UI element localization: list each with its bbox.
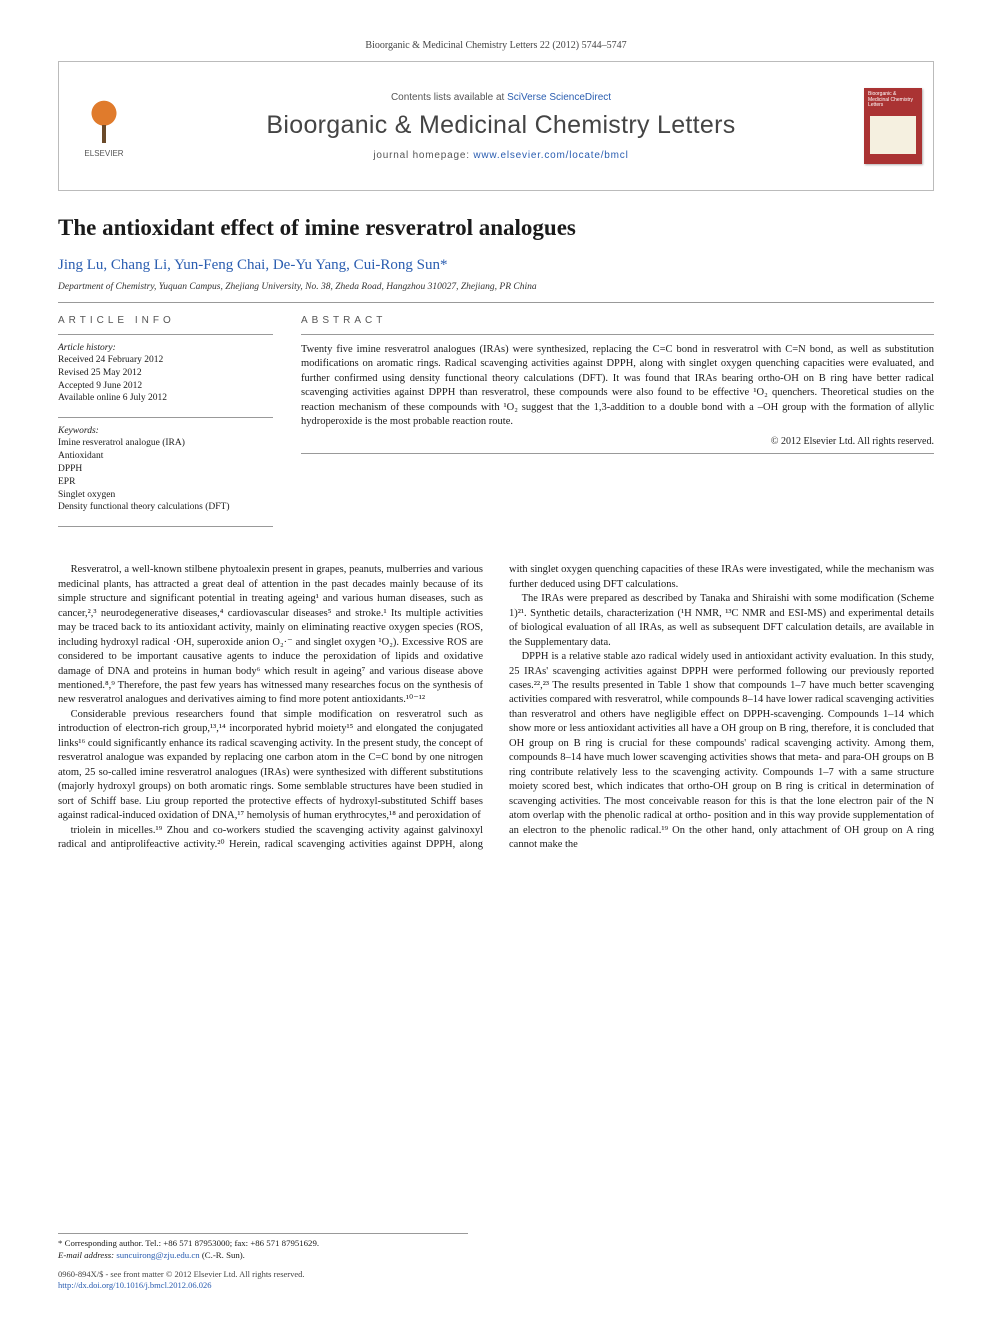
abstract-copyright: © 2012 Elsevier Ltd. All rights reserved… — [301, 436, 934, 447]
keyword: DPPH — [58, 463, 273, 476]
elsevier-logo[interactable]: ELSEVIER — [81, 95, 127, 158]
keyword: Imine resveratrol analogue (IRA) — [58, 437, 273, 450]
article-history-block: Article history: Received 24 February 20… — [58, 343, 273, 405]
corresponding-email-link[interactable]: suncuirong@zju.edu.cn — [116, 1250, 199, 1260]
abstract-column: abstract Twenty five imine resveratrol a… — [301, 315, 934, 535]
citation-link[interactable]: Bioorganic & Medicinal Chemistry Letters… — [365, 40, 626, 51]
history-accepted: Accepted 9 June 2012 — [58, 380, 273, 393]
body-paragraph: The IRAs were prepared as described by T… — [509, 592, 934, 650]
divider — [301, 453, 934, 454]
body-paragraph: DPPH is a relative stable azo radical wi… — [509, 650, 934, 853]
issn-line: 0960-894X/$ - see front matter © 2012 El… — [58, 1269, 305, 1280]
cover-caption: Bioorganic & Medicinal Chemistry Letters — [868, 92, 918, 109]
page-footer: 0960-894X/$ - see front matter © 2012 El… — [58, 1269, 305, 1291]
contents-available-line: Contents lists available at SciVerse Sci… — [391, 92, 611, 103]
history-label: Article history: — [58, 343, 273, 353]
keyword: Singlet oxygen — [58, 489, 273, 502]
author-link[interactable]: Jing Lu, Chang Li, Yun-Feng Chai, De-Yu … — [58, 257, 440, 273]
divider — [58, 526, 273, 527]
keyword: EPR — [58, 476, 273, 489]
sciencedirect-link[interactable]: SciVerse ScienceDirect — [507, 92, 611, 103]
divider — [58, 334, 273, 335]
journal-cover-thumbnail[interactable]: Bioorganic & Medicinal Chemistry Letters — [864, 88, 922, 164]
author-list: Jing Lu, Chang Li, Yun-Feng Chai, De-Yu … — [58, 257, 934, 274]
elsevier-tree-icon — [81, 95, 127, 147]
email-label: E-mail address: — [58, 1250, 114, 1260]
keyword: Density functional theory calculations (… — [58, 501, 273, 514]
info-abstract-row: article info Article history: Received 2… — [58, 315, 934, 535]
keywords-label: Keywords: — [58, 426, 273, 436]
abstract-heading: abstract — [301, 315, 934, 326]
contents-prefix: Contents lists available at — [391, 92, 507, 103]
article-info-column: article info Article history: Received 2… — [58, 315, 273, 535]
corresponding-author-line: * Corresponding author. Tel.: +86 571 87… — [58, 1238, 468, 1249]
homepage-prefix: journal homepage: — [373, 150, 473, 161]
history-received: Received 24 February 2012 — [58, 354, 273, 367]
journal-header: ELSEVIER Contents lists available at Sci… — [58, 61, 934, 191]
top-citation: Bioorganic & Medicinal Chemistry Letters… — [58, 40, 934, 51]
article-title: The antioxidant effect of imine resverat… — [58, 215, 934, 241]
body-paragraph: Resveratrol, a well-known stilbene phyto… — [58, 563, 483, 708]
email-suffix: (C.-R. Sun). — [202, 1250, 245, 1260]
keyword: Antioxidant — [58, 450, 273, 463]
divider — [301, 334, 934, 335]
header-center: Contents lists available at SciVerse Sci… — [149, 62, 853, 190]
corresponding-footnote: * Corresponding author. Tel.: +86 571 87… — [58, 1233, 468, 1261]
abstract-text: Twenty five imine resveratrol analogues … — [301, 343, 934, 430]
article-body: Resveratrol, a well-known stilbene phyto… — [58, 563, 934, 853]
cover-thumbnail-cell: Bioorganic & Medicinal Chemistry Letters — [853, 62, 933, 190]
affiliation: Department of Chemistry, Yuquan Campus, … — [58, 282, 934, 292]
divider — [58, 302, 934, 303]
publisher-name: ELSEVIER — [81, 149, 127, 158]
journal-name: Bioorganic & Medicinal Chemistry Letters — [266, 111, 735, 140]
journal-homepage-line: journal homepage: www.elsevier.com/locat… — [373, 150, 628, 161]
publisher-logo-cell: ELSEVIER — [59, 62, 149, 190]
history-revised: Revised 25 May 2012 — [58, 367, 273, 380]
email-line: E-mail address: suncuirong@zju.edu.cn (C… — [58, 1250, 468, 1261]
history-online: Available online 6 July 2012 — [58, 392, 273, 405]
journal-homepage-link[interactable]: www.elsevier.com/locate/bmcl — [473, 150, 628, 161]
article-info-heading: article info — [58, 315, 273, 326]
doi-link[interactable]: http://dx.doi.org/10.1016/j.bmcl.2012.06… — [58, 1280, 212, 1290]
keywords-block: Keywords: Imine resveratrol analogue (IR… — [58, 426, 273, 514]
corresponding-marker: * — [440, 257, 448, 273]
divider — [58, 417, 273, 418]
body-paragraph: Considerable previous researchers found … — [58, 708, 483, 824]
